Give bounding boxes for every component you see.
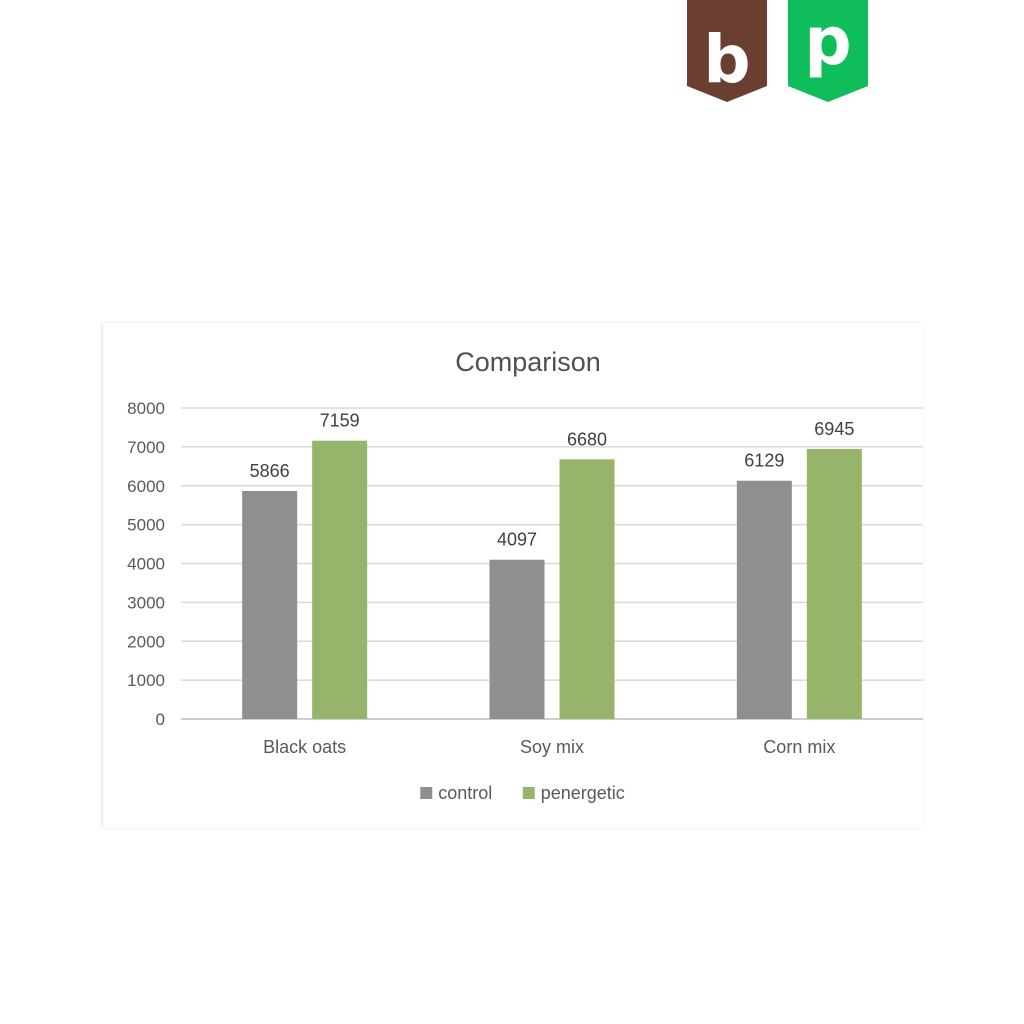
bar-penergetic xyxy=(806,449,862,719)
x-axis-categories: Black oats Soy mix Corn mix xyxy=(263,737,835,757)
brand-badge-p-letter: p xyxy=(804,3,851,80)
legend-label: penergetic xyxy=(541,783,625,803)
legend-swatch xyxy=(522,787,535,799)
bar-penergetic xyxy=(559,459,615,719)
y-tick-label: 6000 xyxy=(127,477,165,496)
bar-control xyxy=(489,559,545,719)
category-label: Soy mix xyxy=(520,737,584,757)
chart-panel: Comparison 0 1000 2000 3000 4000 5000 6000 7000… xyxy=(103,323,923,828)
bar-penergetic xyxy=(312,440,368,719)
brand-badge-b-shape xyxy=(687,0,767,102)
legend-label: control xyxy=(438,783,492,803)
data-label: 6945 xyxy=(814,419,854,439)
data-labels: 5866 7159 4097 6680 6129 6945 xyxy=(250,411,855,550)
legend-item-penergetic: penergetic xyxy=(522,783,625,803)
bars xyxy=(242,440,862,719)
brand-badge-p: p xyxy=(788,0,868,102)
legend-swatch xyxy=(420,787,433,799)
y-tick-label: 8000 xyxy=(127,399,165,418)
y-tick-label: 0 xyxy=(156,710,165,729)
category-label: Black oats xyxy=(263,737,346,757)
y-tick-label: 1000 xyxy=(127,671,165,690)
y-tick-label: 4000 xyxy=(127,555,165,574)
data-label: 6129 xyxy=(744,451,784,471)
data-label: 6680 xyxy=(567,429,607,449)
y-tick-label: 3000 xyxy=(127,593,165,612)
gridlines xyxy=(181,407,923,720)
brand-badge-b-letter: b xyxy=(703,21,750,98)
data-label: 4097 xyxy=(497,530,537,550)
brand-badge-b: b xyxy=(687,0,767,102)
bar-control xyxy=(736,480,792,719)
bar-control xyxy=(242,490,298,719)
brand-badge-p-shape xyxy=(788,0,868,102)
category-label: Corn mix xyxy=(763,737,835,757)
y-tick-label: 5000 xyxy=(127,516,165,535)
y-tick-label: 2000 xyxy=(127,632,165,651)
data-label: 5866 xyxy=(250,461,290,481)
legend-item-control: control xyxy=(420,783,492,803)
bar-chart: Comparison 0 1000 2000 3000 4000 5000 6000 7000… xyxy=(127,347,923,803)
chart-title: Comparison xyxy=(455,347,601,377)
data-label: 7159 xyxy=(320,411,360,431)
y-tick-label: 7000 xyxy=(127,438,165,457)
y-axis-ticks: 0 1000 2000 3000 4000 5000 6000 7000 8000 xyxy=(127,399,165,729)
legend: control penergetic xyxy=(420,783,625,803)
